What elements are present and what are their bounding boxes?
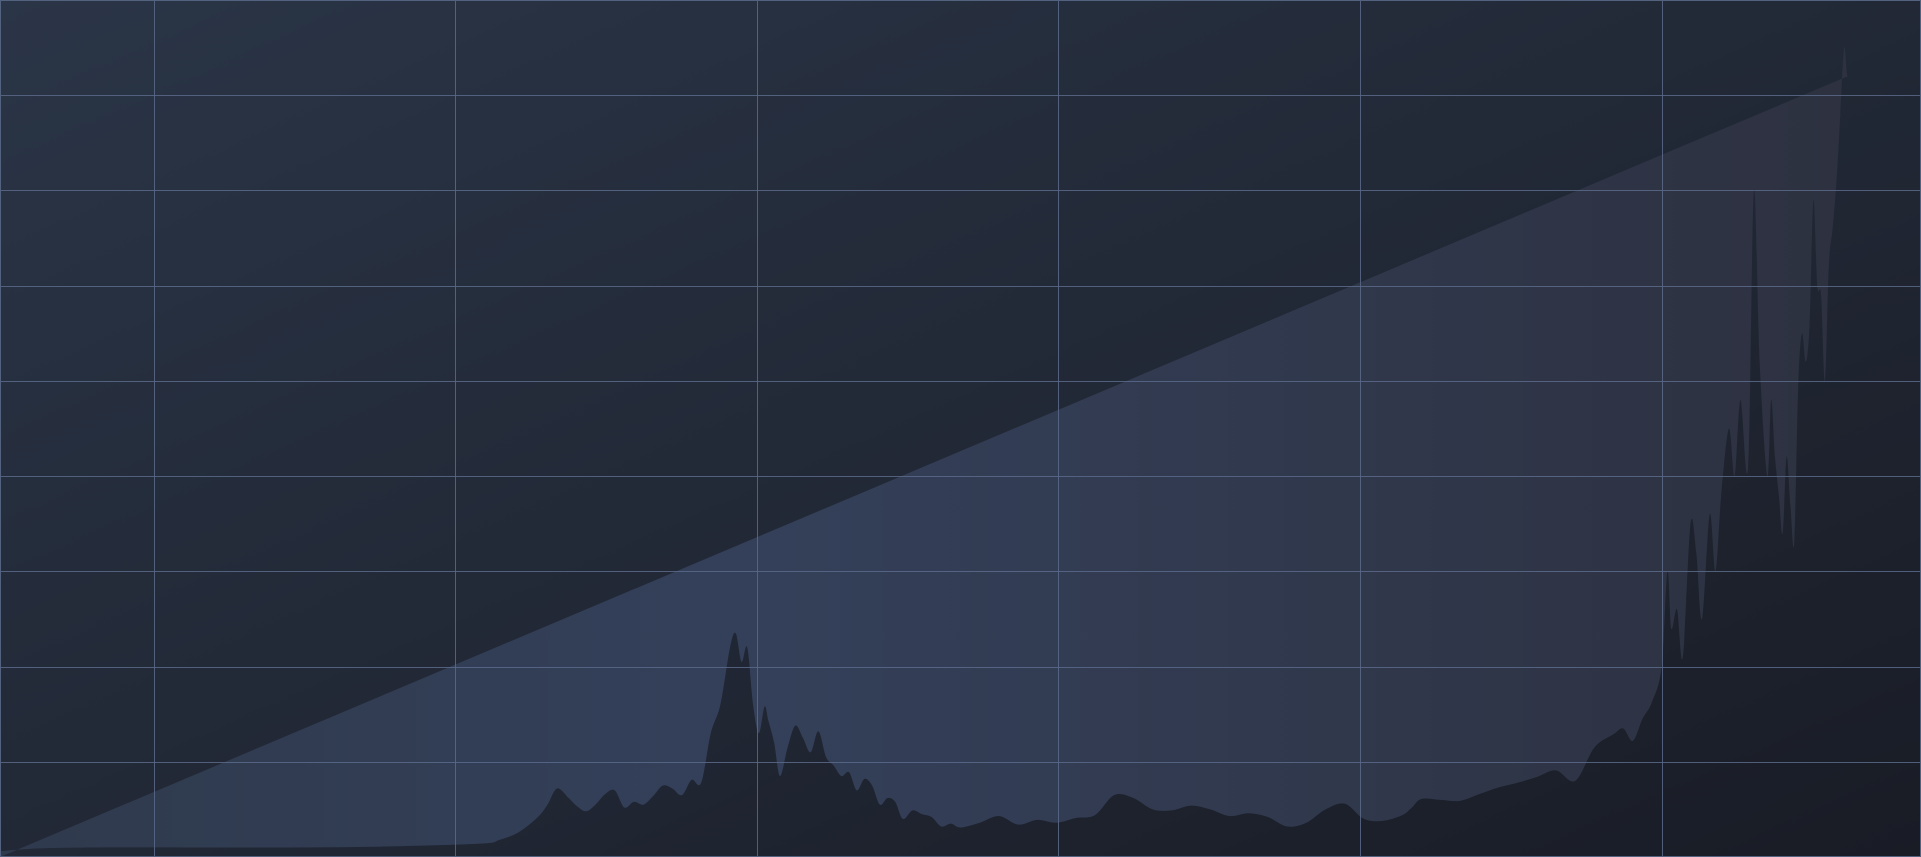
series-area-layer [0, 47, 1848, 857]
series-area-value [0, 47, 1848, 857]
